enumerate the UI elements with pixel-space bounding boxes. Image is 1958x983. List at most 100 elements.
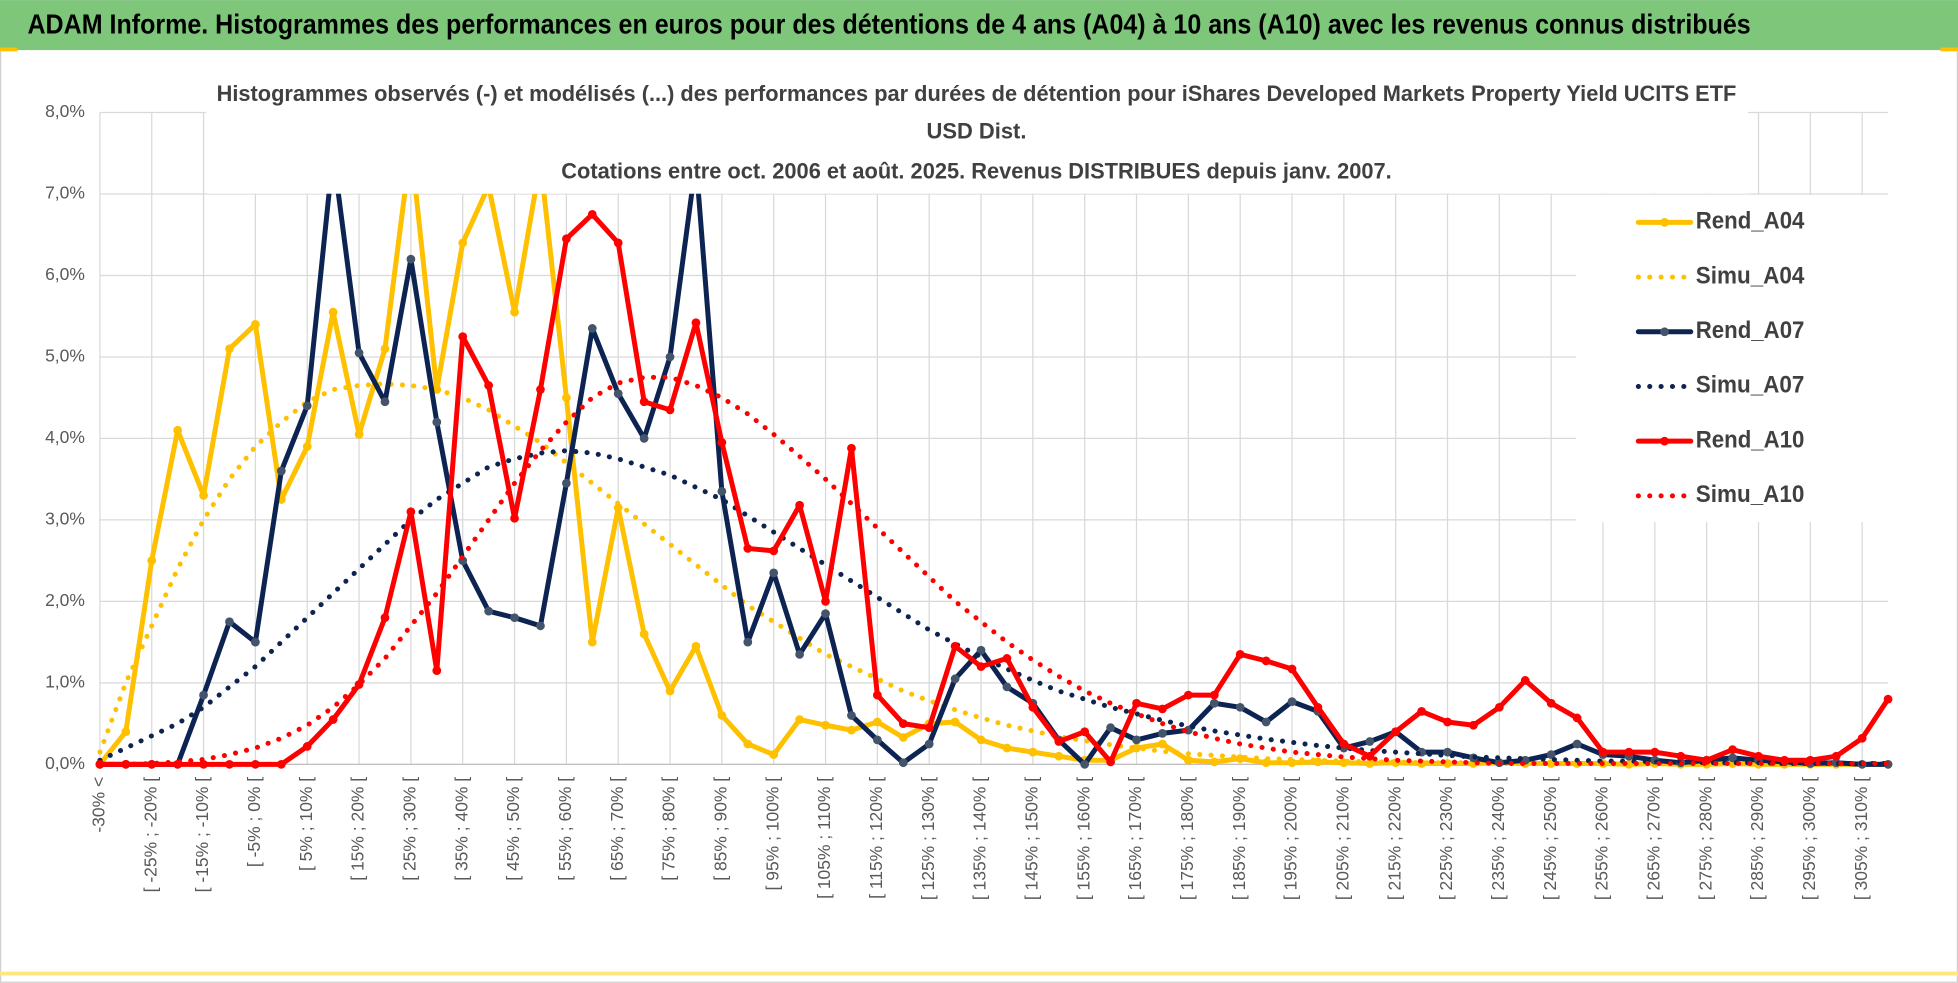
- point: [199, 690, 208, 700]
- point: [613, 238, 623, 248]
- point: [924, 739, 934, 749]
- point: [1158, 704, 1167, 714]
- point: [1235, 702, 1245, 712]
- point: [380, 397, 390, 407]
- point: [225, 617, 234, 627]
- legend-label: Rend_A07: [1696, 318, 1805, 344]
- point: [795, 649, 804, 659]
- point: [1183, 755, 1193, 765]
- y-tick-label: 4,0%: [45, 427, 85, 447]
- point: [1209, 690, 1219, 700]
- point: [1339, 739, 1349, 749]
- x-tick-label: [ 55% ; 60% [: [555, 777, 575, 881]
- point: [1002, 743, 1012, 753]
- point: [510, 307, 519, 317]
- point: [1002, 682, 1012, 692]
- header-title: ADAM Informe. Histogrammes des performan…: [27, 9, 1750, 40]
- point: [743, 739, 753, 749]
- x-tick-label: [ 95% ; 100% [: [762, 777, 782, 891]
- point: [1443, 747, 1452, 757]
- point: [639, 629, 649, 639]
- point: [665, 352, 675, 362]
- point: [328, 715, 338, 724]
- point: [717, 487, 727, 496]
- point: [795, 500, 804, 510]
- point: [1080, 727, 1090, 737]
- point: [1857, 733, 1867, 743]
- y-tick-label: 1,0%: [45, 671, 85, 691]
- point: [1132, 698, 1141, 708]
- title-box: [206, 75, 1749, 194]
- point: [536, 621, 545, 631]
- point: [1209, 757, 1219, 767]
- point: [872, 735, 882, 745]
- x-tick-label: [ -5% ; 0% [: [244, 777, 264, 867]
- point: [1261, 656, 1271, 666]
- point: [1365, 751, 1375, 761]
- legend-label: Rend_A04: [1696, 209, 1805, 235]
- x-tick-label: [ 25% ; 30% [: [400, 777, 420, 881]
- x-tick-label: [ 295% ; 300% [: [1799, 777, 1819, 900]
- y-tick-label: 0,0%: [45, 753, 85, 773]
- point: [1469, 720, 1478, 730]
- x-tick-label: [ 225% ; 230% [: [1436, 777, 1456, 900]
- corner: [0, 47, 18, 52]
- legend-marker: [1660, 327, 1669, 337]
- header-bar: [0, 0, 1958, 51]
- point: [1624, 747, 1634, 757]
- point: [1209, 698, 1219, 708]
- point: [1883, 694, 1893, 704]
- point: [562, 478, 571, 488]
- point: [691, 318, 701, 328]
- x-tick-label: [ 255% ; 260% [: [1592, 777, 1612, 900]
- x-tick-label: [ 165% ; 170% [: [1125, 777, 1145, 900]
- legend-marker: [1660, 218, 1669, 227]
- x-tick-label: -30% <: [89, 777, 109, 833]
- point: [121, 727, 131, 737]
- point: [1183, 690, 1193, 700]
- y-tick-label: 8,0%: [45, 101, 85, 121]
- point: [510, 513, 519, 523]
- point: [536, 385, 545, 394]
- point: [1494, 702, 1504, 712]
- point: [924, 723, 934, 733]
- point: [328, 307, 338, 317]
- point: [225, 759, 234, 769]
- point: [1028, 747, 1038, 757]
- point: [380, 344, 390, 354]
- point: [302, 401, 312, 411]
- point: [1676, 751, 1686, 761]
- x-tick-label: [ 155% ; 160% [: [1073, 777, 1093, 900]
- point: [821, 597, 830, 606]
- point: [950, 674, 960, 684]
- point: [458, 238, 468, 248]
- point: [1235, 649, 1245, 659]
- point: [743, 544, 753, 553]
- x-tick-label: [ 305% ; 310% [: [1851, 777, 1871, 900]
- point: [1650, 747, 1660, 757]
- point: [173, 425, 183, 435]
- point: [406, 254, 416, 264]
- point: [1287, 697, 1297, 706]
- point: [1572, 739, 1582, 749]
- point: [1054, 751, 1064, 761]
- point: [898, 719, 908, 728]
- legend-label: Simu_A10: [1696, 482, 1805, 508]
- point: [510, 613, 519, 623]
- point: [276, 759, 286, 769]
- x-tick-label: [ 195% ; 200% [: [1281, 777, 1301, 900]
- series-line: [97, 448, 1891, 767]
- point: [1754, 751, 1763, 761]
- point: [950, 717, 960, 727]
- point: [199, 759, 208, 769]
- point: [1002, 654, 1012, 663]
- legend-label: Simu_A04: [1696, 263, 1805, 289]
- y-tick-label: 7,0%: [45, 183, 85, 203]
- x-tick-label: [ 45% ; 50% [: [503, 777, 523, 881]
- legend: Rend_A04 Simu_A04 Rend_A07 Simu_A07 Rend_A10…: [1575, 194, 1889, 523]
- x-tick-label: [ 265% ; 270% [: [1643, 777, 1663, 900]
- point: [1132, 743, 1141, 753]
- y-tick-label: 5,0%: [45, 346, 85, 366]
- point: [251, 319, 260, 329]
